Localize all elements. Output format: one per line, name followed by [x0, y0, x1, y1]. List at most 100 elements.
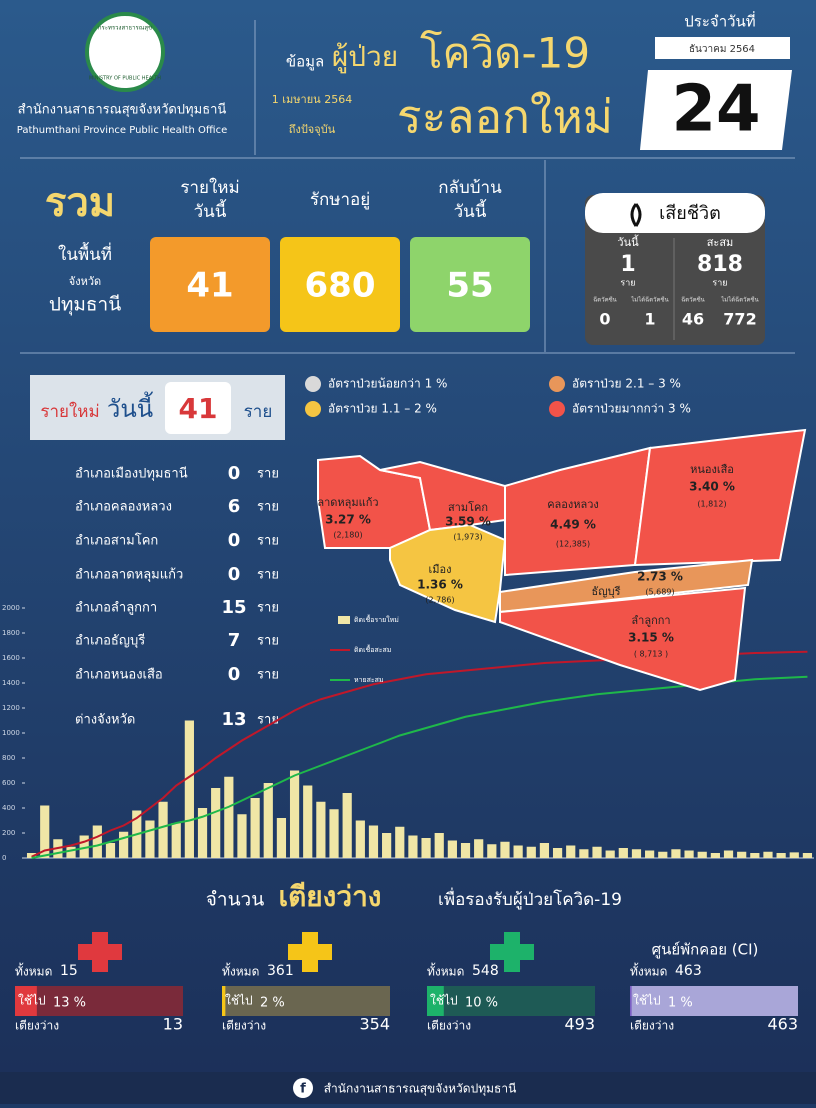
bar — [737, 851, 747, 858]
bar — [316, 801, 326, 858]
bar — [355, 820, 365, 858]
unit: ราย — [620, 279, 635, 289]
y-tick-label: 200 — [2, 829, 15, 837]
card-value: 680 — [305, 266, 376, 306]
y-tick-label: 1200 — [2, 704, 20, 712]
card-label: รายใหม่ — [180, 177, 239, 198]
bar — [487, 844, 497, 858]
facebook-icon: f — [300, 1082, 306, 1097]
y-tick-label: 0 — [2, 854, 6, 862]
date-range: 1 เมษายน 2564 — [272, 93, 352, 106]
free-label: เตียงว่าง — [630, 1019, 674, 1033]
bar — [513, 845, 523, 858]
bar — [763, 851, 773, 858]
date-range: ถึงปัจจุบัน — [288, 123, 335, 136]
y-tick-label: 600 — [2, 779, 15, 787]
bar — [631, 849, 642, 858]
map-legend: อัตราป่วยน้อยกว่า 1 % อัตราป่วย 1.1 – 2 %… — [305, 376, 691, 417]
bar-used — [630, 986, 632, 1016]
total-label: ทั้งหมด — [427, 963, 464, 979]
day: 24 — [671, 73, 760, 147]
district-value: 0 — [228, 664, 241, 685]
free-value: 463 — [767, 1015, 798, 1034]
y-tick-label: 800 — [2, 754, 15, 762]
bar-track — [15, 986, 183, 1016]
region-rate: 1.36 % — [417, 578, 463, 592]
unit: ราย — [257, 534, 279, 549]
bar — [197, 808, 208, 858]
bar — [224, 776, 234, 858]
bar — [500, 841, 510, 858]
free-label: เตียงว่าง — [427, 1019, 471, 1033]
cross-icon — [490, 944, 534, 960]
new-today-value: 41 — [179, 392, 218, 425]
bar — [552, 848, 563, 858]
unit: ราย — [257, 668, 279, 683]
vaccine-value: 46 — [682, 310, 704, 329]
bar — [92, 825, 102, 858]
legend-label: อัตราป่วย 2.1 – 3 % — [572, 377, 681, 391]
y-tick-label: 1800 — [2, 629, 20, 637]
logo — [85, 12, 165, 92]
bar — [368, 825, 379, 858]
card — [280, 237, 400, 332]
bar — [710, 853, 720, 858]
unit: ราย — [257, 568, 279, 583]
footer-text: สำนักงานสาธารณสุขจังหวัดปทุมธานี — [324, 1082, 517, 1097]
bar — [723, 850, 734, 858]
district-value: 7 — [228, 630, 241, 651]
bar — [566, 845, 576, 858]
bar — [658, 851, 668, 858]
bar — [408, 835, 418, 858]
district-value: 15 — [221, 597, 246, 618]
title: ผู้ป่วย — [332, 40, 398, 74]
bar — [447, 840, 457, 858]
bar — [776, 853, 786, 858]
bar-track — [222, 986, 390, 1016]
bar — [802, 853, 813, 858]
region-cases: (2,180) — [333, 531, 362, 540]
bar — [105, 843, 116, 858]
region-name: ลาดหลุมแก้ว — [317, 496, 378, 509]
district-name: อำเภอลำลูกกา — [75, 601, 157, 616]
y-tick-label: 1000 — [2, 729, 20, 737]
legend-swatch — [549, 401, 565, 417]
region-rate: 3.40 % — [689, 480, 735, 494]
map — [317, 428, 807, 692]
ribbon-icon — [630, 203, 642, 227]
district-value: 0 — [228, 564, 241, 585]
y-tick-label: 1400 — [2, 679, 20, 687]
bar — [671, 849, 681, 858]
bed-cards: ทั้งหมด 15 ใช้ไป 13 % เตียงว่าง 13 ทั้งหมด 361 ใ… — [15, 932, 798, 1034]
district-name: อำเภอเมืองปทุมธานี — [75, 466, 188, 482]
region-cases: ( 8,713 ) — [634, 650, 668, 659]
area-label: จังหวัด — [69, 275, 101, 288]
bar — [382, 833, 392, 858]
cross-icon — [288, 944, 332, 960]
vaccine-label: ฉีดวัคซีน — [593, 296, 617, 304]
used-value: 1 % — [668, 996, 693, 1011]
cross-icon — [78, 944, 122, 960]
bar — [460, 843, 471, 858]
vaccine-breakdown: ฉีดวัคซีน 0 ไม่ได้ฉีดวัคซีน 1 ฉีดวัคซีน 46 ไม่… — [593, 296, 759, 329]
region-cases: (5,689) — [645, 588, 674, 597]
total-value: 463 — [675, 963, 702, 979]
district-name: อำเภอสามโคก — [75, 533, 158, 549]
card-value: 41 — [186, 266, 233, 306]
total-label: ทั้งหมด — [15, 963, 52, 979]
map-region — [379, 460, 506, 532]
card-value: 55 — [446, 266, 493, 306]
office-th: สำนักงานสาธารณสุขจังหวัดปทุมธานี — [18, 102, 227, 118]
logo-text: MINISTRY OF PUBLIC HEALTH — [89, 76, 161, 82]
region-cases: (1,973) — [453, 533, 482, 542]
vaccine-value: 772 — [723, 310, 756, 329]
unit: ราย — [257, 500, 279, 515]
used-label: ใช้ไป — [633, 994, 661, 1008]
bar — [237, 814, 247, 858]
vaccine-label: ไม่ได้ฉีดวัคซีน — [720, 296, 758, 304]
region-name: คลองหลวง — [547, 498, 599, 511]
bar-track — [427, 986, 595, 1016]
day-box — [640, 70, 792, 150]
deaths-title: เสียชีวิต — [659, 203, 721, 224]
